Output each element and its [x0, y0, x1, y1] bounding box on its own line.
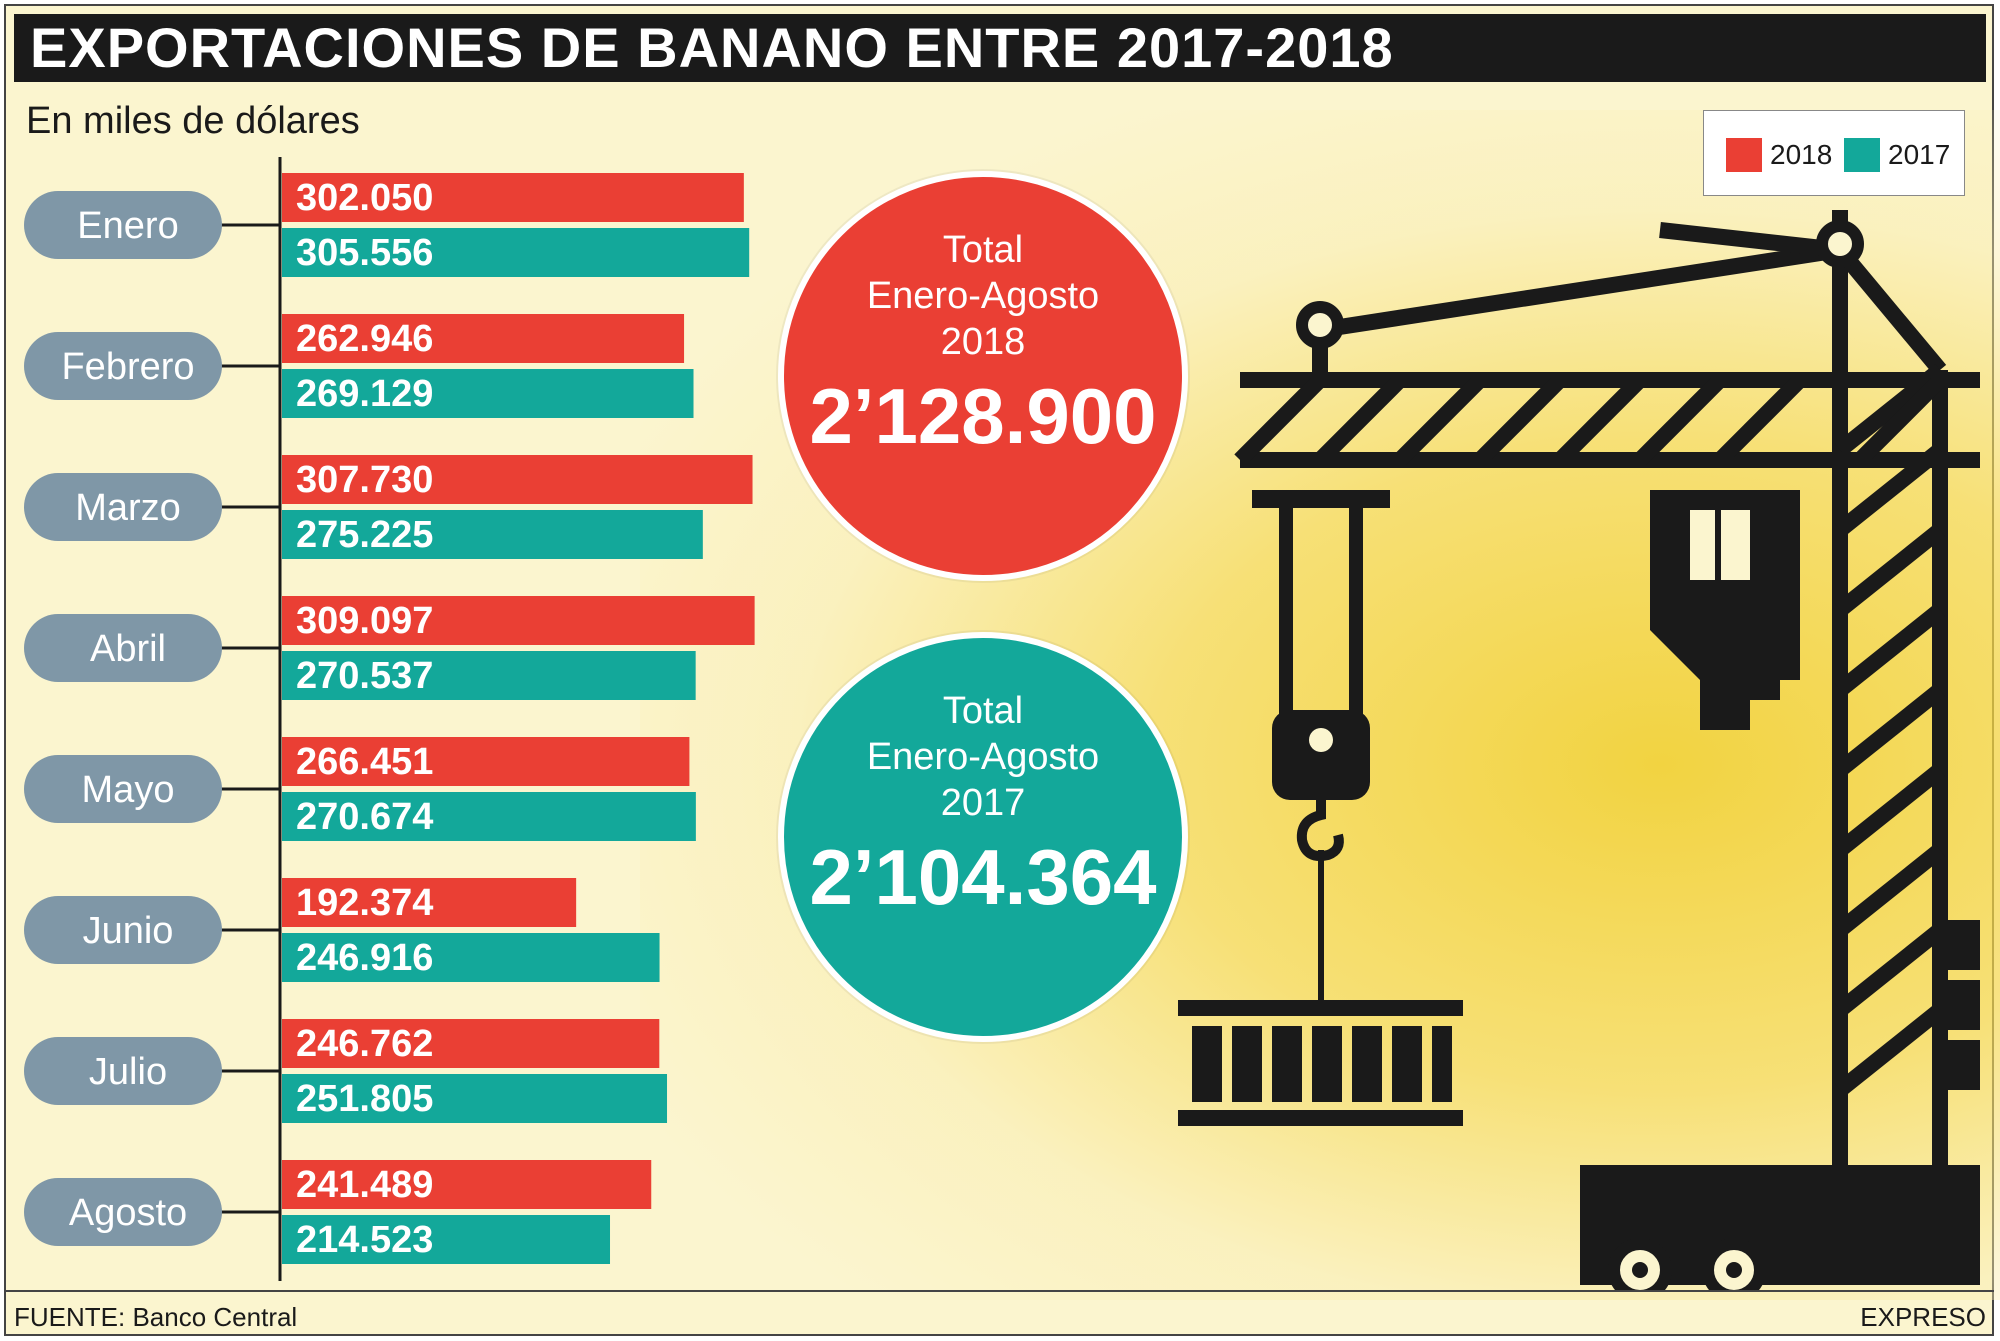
- bar-value-label: 266.451: [296, 741, 433, 783]
- total-2017-value: 2’104.364: [809, 833, 1157, 921]
- bar-value-label: 192.374: [296, 882, 433, 924]
- bar-2017: [282, 1074, 668, 1123]
- bar-value-label: 270.537: [296, 655, 433, 697]
- category-pill: [24, 614, 222, 682]
- legend-label-2018: 2018: [1770, 139, 1833, 170]
- bar-value-label: 262.946: [296, 318, 433, 360]
- category-label: Mayo: [82, 769, 175, 811]
- total-2017-label-line3: 2017: [940, 782, 1026, 824]
- bar-2017: [282, 651, 696, 700]
- category-pill: [24, 332, 222, 400]
- total-2017-label-line1: Total: [942, 690, 1024, 732]
- bar-value-label: 270.674: [296, 796, 433, 838]
- total-2018-label-line2: Enero-Agosto: [866, 275, 1100, 317]
- category-pill: [24, 191, 222, 259]
- bar-value-label: 214.523: [296, 1219, 433, 1261]
- total-2018-label-line3: 2018: [940, 321, 1026, 363]
- bar-value-label: 309.097: [296, 600, 433, 642]
- bar-2017: [282, 792, 696, 841]
- chart-title: EXPORTACIONES DE BANANO ENTRE 2017-2018: [14, 14, 1986, 82]
- bar-value-label: 251.805: [296, 1078, 433, 1120]
- bar-2018: [282, 314, 685, 363]
- category-pill: [24, 473, 222, 541]
- category-label: Agosto: [69, 1192, 187, 1234]
- source-note: FUENTE: Banco Central: [14, 1302, 298, 1332]
- bar-2017: [282, 510, 703, 559]
- crane-icon: [1178, 210, 1980, 1290]
- total-2018-badge: Total Enero-Agosto 2018 2’128.900: [778, 171, 1188, 581]
- category-pill: [24, 1037, 222, 1105]
- category-label: Enero: [77, 205, 178, 247]
- legend-swatch-2018: [1726, 138, 1762, 172]
- legend: 2018 2017: [1703, 110, 1965, 196]
- legend-label-2017: 2017: [1888, 139, 1951, 170]
- bar-2017: [282, 228, 750, 277]
- legend-swatch-2017: [1844, 138, 1880, 172]
- bar-value-label: 307.730: [296, 459, 433, 501]
- bar-value-label: 241.489: [296, 1164, 433, 1206]
- bar-2018: [282, 173, 744, 222]
- bar-value-label: 305.556: [296, 232, 433, 274]
- category-label: Abril: [90, 628, 166, 670]
- bar-value-label: 246.762: [296, 1023, 433, 1065]
- category-pill: [24, 755, 222, 823]
- total-2018-value: 2’128.900: [809, 372, 1157, 460]
- total-2018-label-line1: Total: [942, 229, 1024, 271]
- category-label: Julio: [89, 1051, 167, 1093]
- bar-2018: [282, 455, 753, 504]
- bar-2018: [282, 596, 755, 645]
- category-label: Febrero: [61, 346, 194, 388]
- category-label: Junio: [83, 910, 174, 952]
- bar-value-label: 246.916: [296, 937, 433, 979]
- bar-value-label: 269.129: [296, 373, 433, 415]
- category-label: Marzo: [75, 487, 181, 529]
- total-2017-label-line2: Enero-Agosto: [866, 736, 1100, 778]
- footer-divider: [4, 1290, 1994, 1292]
- bar-value-label: 302.050: [296, 177, 433, 219]
- category-pill: [24, 1178, 222, 1246]
- bar-2017: [282, 1215, 611, 1264]
- bar-value-label: 275.225: [296, 514, 433, 556]
- total-2017-badge: Total Enero-Agosto 2017 2’104.364: [778, 632, 1188, 1042]
- bar-2018: [282, 1019, 660, 1068]
- publisher-brand: EXPRESO: [1860, 1302, 1986, 1332]
- bar-2017: [282, 369, 694, 418]
- bar-2018: [282, 878, 577, 927]
- category-pill: [24, 896, 222, 964]
- bar-2018: [282, 1160, 652, 1209]
- chart-subtitle: En miles de dólares: [26, 100, 360, 142]
- bar-2018: [282, 737, 690, 786]
- bar-2017: [282, 933, 660, 982]
